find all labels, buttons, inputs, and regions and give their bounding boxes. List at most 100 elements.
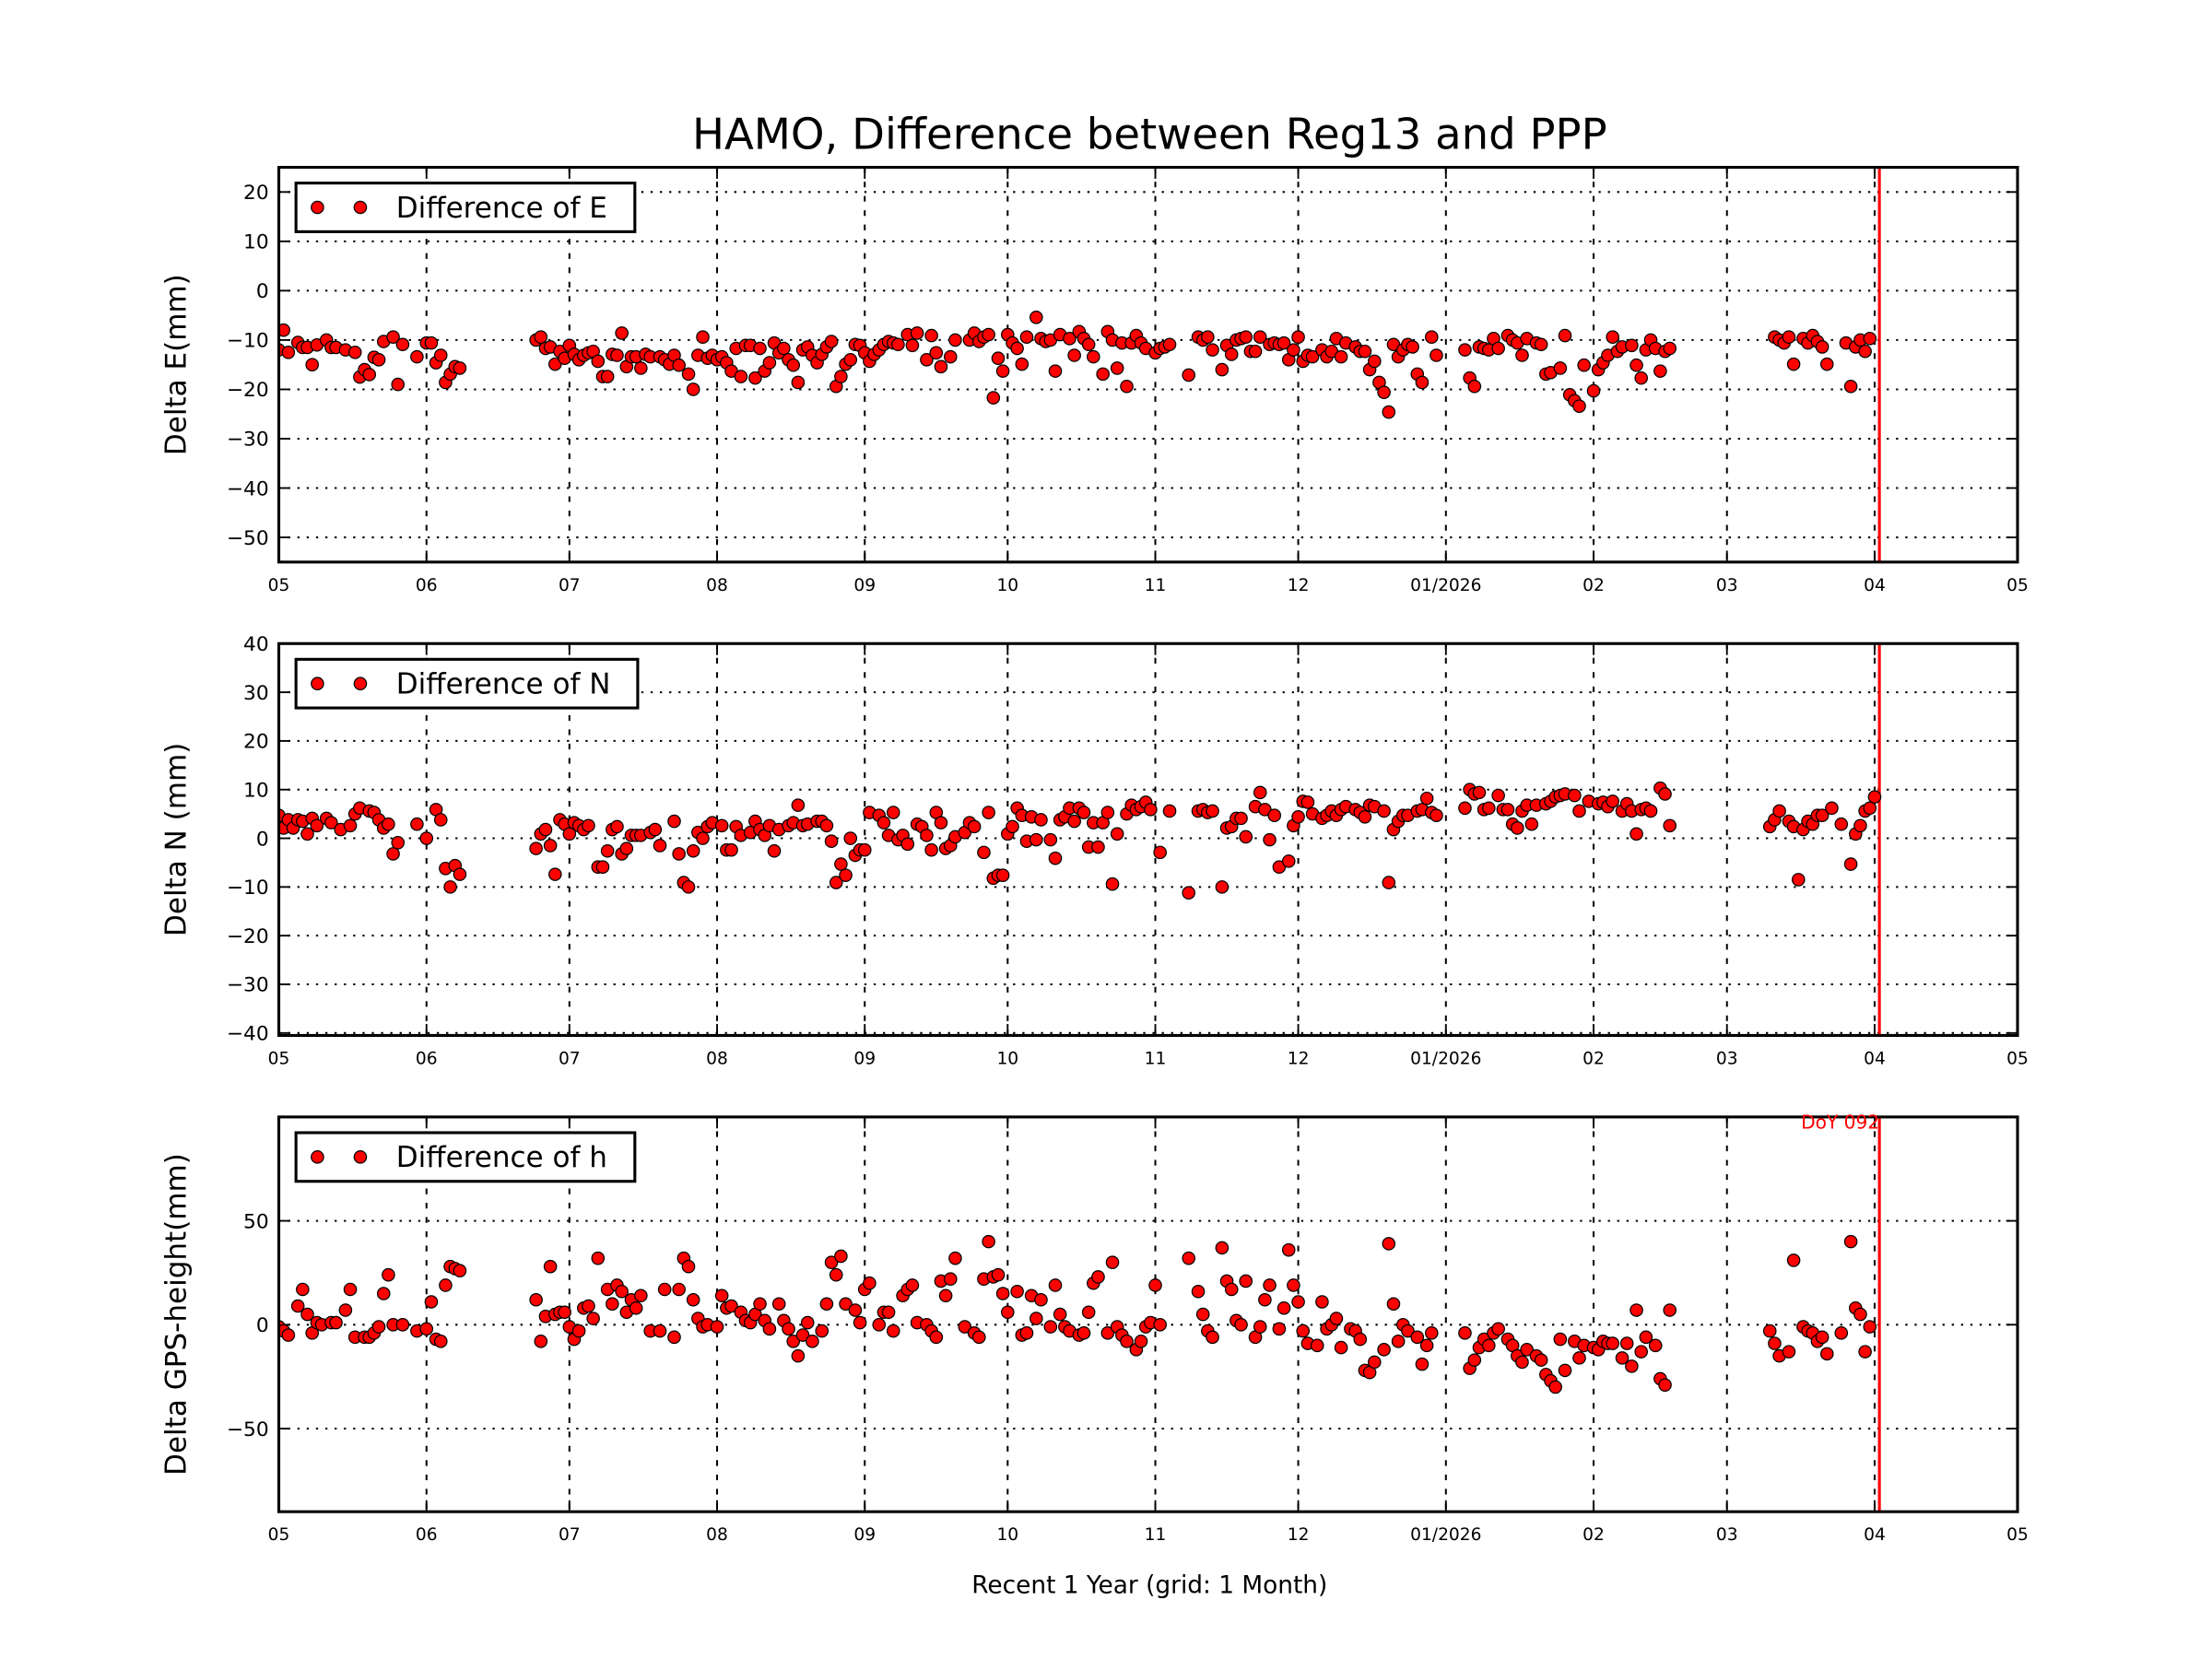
chart-title: HAMO, Difference between Reg13 and PPP (692, 109, 1607, 159)
data-point (653, 1324, 667, 1338)
doy-marker-label: DoY 092 (1801, 1111, 1879, 1133)
data-point (1520, 1343, 1534, 1357)
data-point (834, 1249, 848, 1264)
data-point (839, 868, 853, 882)
data-point (1162, 804, 1177, 818)
data-point (920, 353, 934, 367)
data-point (591, 1251, 606, 1265)
data-point (1248, 344, 1263, 359)
data-point (296, 1282, 310, 1297)
data-point (672, 358, 686, 372)
data-point (1515, 348, 1529, 362)
data-point (1287, 343, 1300, 357)
data-point (1382, 876, 1396, 889)
data-point (1201, 330, 1215, 345)
legend-marker (353, 200, 368, 215)
data-point (1287, 1278, 1300, 1292)
data-point (1853, 818, 1867, 833)
x-tick-label: 03 (1716, 576, 1738, 595)
x-tick-label: 05 (2006, 1049, 2029, 1068)
data-point (819, 818, 834, 833)
data-point (786, 358, 801, 372)
data-point (629, 1300, 643, 1315)
data-point (395, 337, 410, 352)
data-point (1663, 341, 1677, 356)
data-point (548, 357, 562, 371)
data-point (329, 1315, 343, 1330)
legend-marker (353, 1150, 368, 1164)
data-point (453, 867, 467, 881)
data-points (278, 781, 1882, 900)
data-point (1015, 357, 1030, 371)
y-tick-label: −10 (227, 877, 269, 900)
data-point (582, 818, 595, 833)
data-point (991, 1267, 1006, 1282)
data-point (424, 1295, 439, 1309)
y-tick-label: 0 (256, 828, 269, 851)
data-point (600, 370, 615, 383)
data-point (558, 1305, 571, 1320)
data-point (900, 837, 915, 852)
data-point (1663, 818, 1677, 833)
data-point (748, 371, 762, 385)
data-point (672, 847, 686, 861)
data-point (343, 1282, 358, 1297)
data-point (543, 839, 558, 853)
data-point (800, 1315, 815, 1330)
data-point (905, 338, 920, 353)
x-tick-label: 01/2026 (1410, 576, 1481, 595)
data-point (995, 868, 1010, 882)
axes-frame (276, 165, 2019, 564)
data-point (1258, 803, 1272, 817)
data-point (1815, 340, 1830, 354)
data-point (1615, 1351, 1630, 1365)
data-point (1648, 1338, 1663, 1353)
data-point (1819, 1347, 1834, 1361)
data-point (1491, 788, 1505, 803)
data-point (839, 1297, 853, 1312)
data-point (324, 816, 338, 830)
data-point (1406, 340, 1419, 354)
data-point (1153, 845, 1167, 860)
data-point (634, 1288, 648, 1303)
x-tick-label: 11 (1145, 1049, 1167, 1068)
data-point (615, 326, 629, 340)
data-point (290, 1299, 305, 1313)
data-point (371, 353, 386, 367)
x-tick-label: 09 (853, 576, 876, 595)
data-point (338, 1303, 353, 1317)
data-point (714, 818, 729, 833)
data-point (1224, 1282, 1239, 1297)
x-tick-label: 03 (1716, 1049, 1738, 1068)
data-point (843, 353, 858, 367)
data-point (791, 1348, 806, 1363)
data-point (1182, 1251, 1195, 1265)
data-point (300, 827, 314, 841)
data-point (1424, 330, 1439, 345)
data-point (910, 326, 924, 340)
data-point (1195, 1307, 1210, 1322)
data-point (278, 323, 290, 337)
data-point (1030, 1312, 1043, 1325)
x-tick-label: 10 (996, 576, 1018, 595)
data-point (1087, 349, 1100, 364)
data-point (582, 1299, 595, 1313)
data-point (1382, 405, 1396, 419)
data-point (734, 370, 748, 383)
legend: Difference of N (294, 657, 640, 710)
data-point (1382, 1237, 1396, 1251)
x-tick-label: 05 (2006, 576, 2029, 595)
data-point (1386, 1297, 1401, 1312)
data-point (724, 842, 738, 857)
data-point (857, 842, 872, 857)
y-tick-label: 20 (243, 182, 269, 205)
data-point (1548, 1380, 1562, 1394)
data-point (819, 1297, 834, 1312)
data-point (443, 880, 457, 894)
data-point (419, 831, 434, 845)
legend-marker (353, 677, 368, 691)
y-tick-label: 50 (243, 1210, 269, 1233)
data-point (453, 1264, 467, 1277)
data-point (686, 843, 700, 858)
data-point (1077, 1326, 1091, 1340)
